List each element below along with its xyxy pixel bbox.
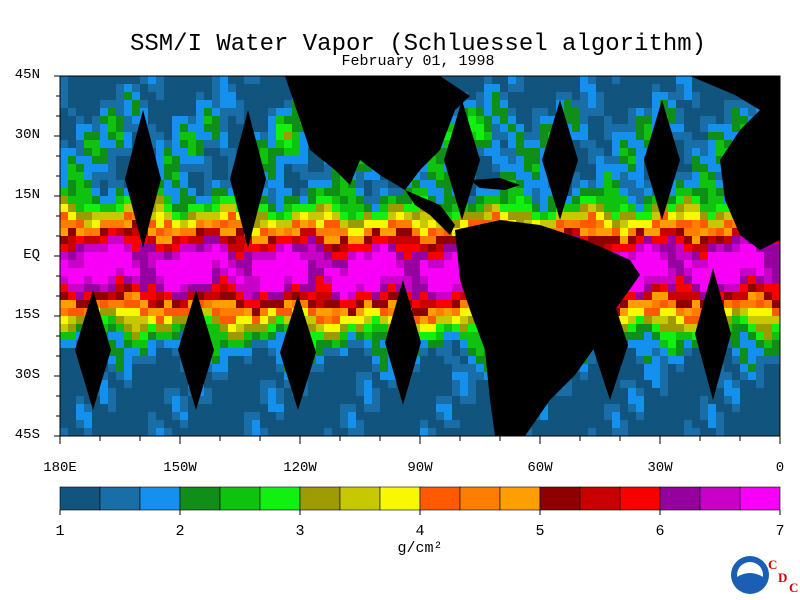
swath-gap-2	[444, 100, 480, 220]
land-0	[285, 76, 470, 190]
lat-label: 45S	[14, 427, 40, 443]
colorbar-swatch	[179, 486, 221, 511]
map-title: SSM/I Water Vapor (Schluessel algorithm)	[129, 31, 707, 58]
colorbar-swatch	[139, 486, 181, 511]
swath-gap-4	[644, 100, 680, 220]
swath-gap-3	[542, 100, 578, 220]
swath-gap-7	[280, 295, 316, 410]
colorbar-swatch	[299, 486, 341, 511]
lat-label: EQ	[23, 247, 40, 263]
colorbar-tick-label: 2	[175, 523, 185, 540]
colorbar-swatch	[499, 486, 541, 511]
swath-gaps	[75, 100, 731, 410]
colorbar-unit: g/cm²	[397, 540, 443, 557]
colorbar-swatch	[699, 486, 741, 511]
swath-gap-6	[178, 290, 214, 410]
colorbar-swatch	[59, 486, 101, 511]
lon-label: 0	[775, 460, 785, 476]
swath-gap-8	[385, 280, 421, 405]
land-masses	[285, 76, 780, 436]
colorbar-swatch	[419, 486, 461, 511]
lat-label: 45N	[14, 67, 40, 83]
colorbar-tick-label: 6	[655, 523, 665, 540]
cdc-letter-c2: C	[789, 580, 799, 595]
cdc-letter-d: D	[778, 570, 788, 585]
land-2	[455, 220, 640, 436]
colorbar-swatch	[539, 486, 581, 511]
lat-label: 15S	[14, 307, 40, 323]
colorbar-tick-label: 5	[535, 523, 545, 540]
lon-label: 180E	[43, 460, 77, 476]
colorbar	[59, 486, 781, 515]
lon-label: 60W	[527, 460, 553, 476]
swath-gap-5	[75, 290, 111, 410]
noaa-logo-icon	[731, 556, 769, 594]
colorbar-swatch	[459, 486, 501, 511]
map-date: February 01, 1998	[341, 53, 495, 70]
lat-label: 30N	[14, 127, 40, 143]
lon-label: 120W	[283, 460, 317, 476]
colorbar-swatch	[579, 486, 621, 511]
lat-label: 15N	[14, 187, 40, 203]
land-3	[690, 76, 780, 250]
colorbar-swatch	[659, 486, 701, 511]
swath-gap-1	[230, 110, 266, 248]
colorbar-swatch	[379, 486, 421, 511]
land-4	[470, 178, 520, 190]
cdc-letter-c: C	[768, 557, 778, 572]
colorbar-swatch	[339, 486, 381, 511]
colorbar-swatch	[619, 486, 661, 511]
colorbar-tick-label: 1	[55, 523, 65, 540]
axis-ticks	[54, 75, 781, 444]
colorbar-tick-label: 3	[295, 523, 305, 540]
colorbar-tick-label: 4	[415, 523, 425, 540]
colorbar-swatch	[99, 486, 141, 511]
swath-gap-0	[125, 110, 161, 248]
lon-label: 30W	[647, 460, 673, 476]
land-1	[405, 190, 455, 235]
colorbar-swatch	[739, 486, 781, 511]
swath-gap-9	[592, 290, 628, 400]
colorbar-tick-label: 7	[775, 523, 785, 540]
colorbar-swatch	[219, 486, 261, 511]
lon-label: 90W	[407, 460, 433, 476]
lat-label: 30S	[14, 367, 40, 383]
colorbar-swatch	[259, 486, 301, 511]
swath-gap-10	[695, 268, 731, 400]
lon-label: 150W	[163, 460, 197, 476]
